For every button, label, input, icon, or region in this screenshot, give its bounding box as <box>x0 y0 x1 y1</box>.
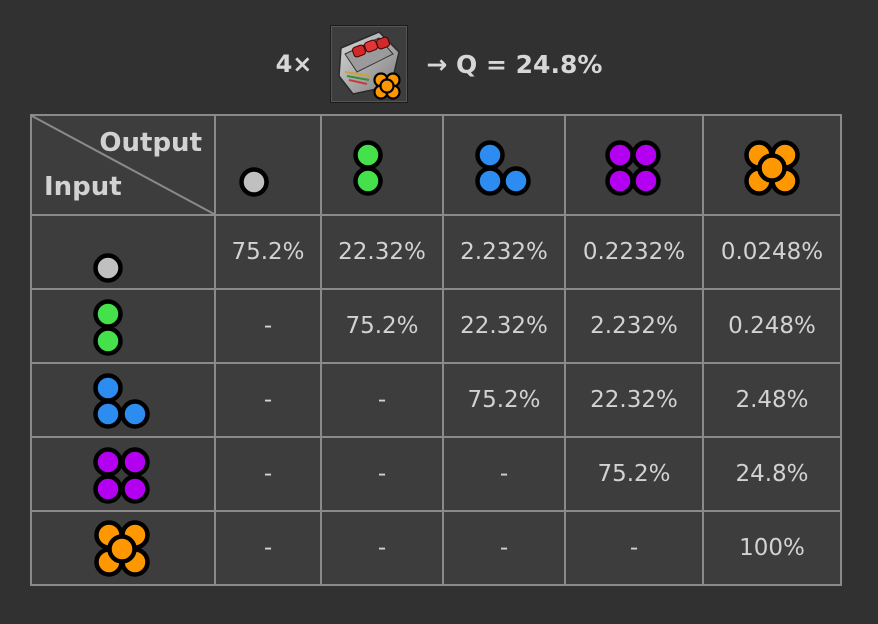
table-cell: - <box>214 288 322 364</box>
corner-header: Output Input <box>30 114 216 216</box>
table-row: 75.2% 22.32% 2.232% 0.2232% 0.0248% <box>30 214 842 290</box>
table-cell: 2.232% <box>442 214 566 290</box>
table-cell: - <box>320 510 444 586</box>
output-tier-4-header <box>564 114 704 216</box>
input-tier-2-header <box>30 288 216 364</box>
table-row: - - - 75.2% 24.8% <box>30 436 842 512</box>
output-tier-1-header <box>214 114 322 216</box>
output-tier-3-header <box>442 114 566 216</box>
table-cell: 2.232% <box>564 288 704 364</box>
table-cell: 75.2% <box>442 362 566 438</box>
quality-tier-4-icon <box>93 447 150 504</box>
table-cell: 100% <box>702 510 842 586</box>
table-row: - - - - 100% <box>30 510 842 586</box>
table-cell: - <box>214 362 322 438</box>
table-cell: 22.32% <box>320 214 444 290</box>
input-tier-4-header <box>30 436 216 512</box>
table-cell: 0.2232% <box>564 214 704 290</box>
quality-probability-table: Output Input <box>30 114 842 586</box>
output-tier-5-header <box>702 114 842 216</box>
quality-tier-1-icon <box>239 167 269 197</box>
quality-tier-4-icon <box>605 140 661 196</box>
input-tier-1-header <box>30 214 216 290</box>
quality-tier-5-icon <box>94 520 150 577</box>
output-axis-label: Output <box>99 128 202 158</box>
quality-module-icon <box>330 25 409 103</box>
table-cell: - <box>442 510 566 586</box>
table-row: - 75.2% 22.32% 2.232% 0.248% <box>30 288 842 364</box>
quality-tier-1-icon <box>93 253 123 283</box>
table-cell: 0.0248% <box>702 214 842 290</box>
table-cell: 2.48% <box>702 362 842 438</box>
diagonal-divider <box>32 116 214 214</box>
table-cell: 22.32% <box>564 362 704 438</box>
table-cell: 75.2% <box>320 288 444 364</box>
table-cell: - <box>320 436 444 512</box>
table-cell: 22.32% <box>442 288 566 364</box>
table-cell: - <box>214 510 322 586</box>
quality-tier-3-icon <box>475 140 531 196</box>
table-cell: - <box>564 510 704 586</box>
input-tier-3-header <box>30 362 216 438</box>
table-row: - - 75.2% 22.32% 2.48% <box>30 362 842 438</box>
quality-tier-2-icon <box>93 299 123 356</box>
quality-tier-3-icon <box>93 373 150 429</box>
table-cell: - <box>214 436 322 512</box>
output-tier-2-header <box>320 114 444 216</box>
table-cell: 75.2% <box>214 214 322 290</box>
quality-tier-5-icon <box>744 140 800 196</box>
table-cell: 0.248% <box>702 288 842 364</box>
input-axis-label: Input <box>44 172 122 202</box>
formula-header: 4× → Q = 24.8 <box>0 22 878 106</box>
table-header-row: Output Input <box>30 114 842 216</box>
table-cell: - <box>442 436 566 512</box>
quality-result: → Q = 24.8% <box>426 49 603 79</box>
table-cell: 75.2% <box>564 436 704 512</box>
table-cell: - <box>320 362 444 438</box>
input-tier-5-header <box>30 510 216 586</box>
quality-tier-2-icon <box>353 140 383 196</box>
table-cell: 24.8% <box>702 436 842 512</box>
module-count: 4× <box>275 50 313 78</box>
